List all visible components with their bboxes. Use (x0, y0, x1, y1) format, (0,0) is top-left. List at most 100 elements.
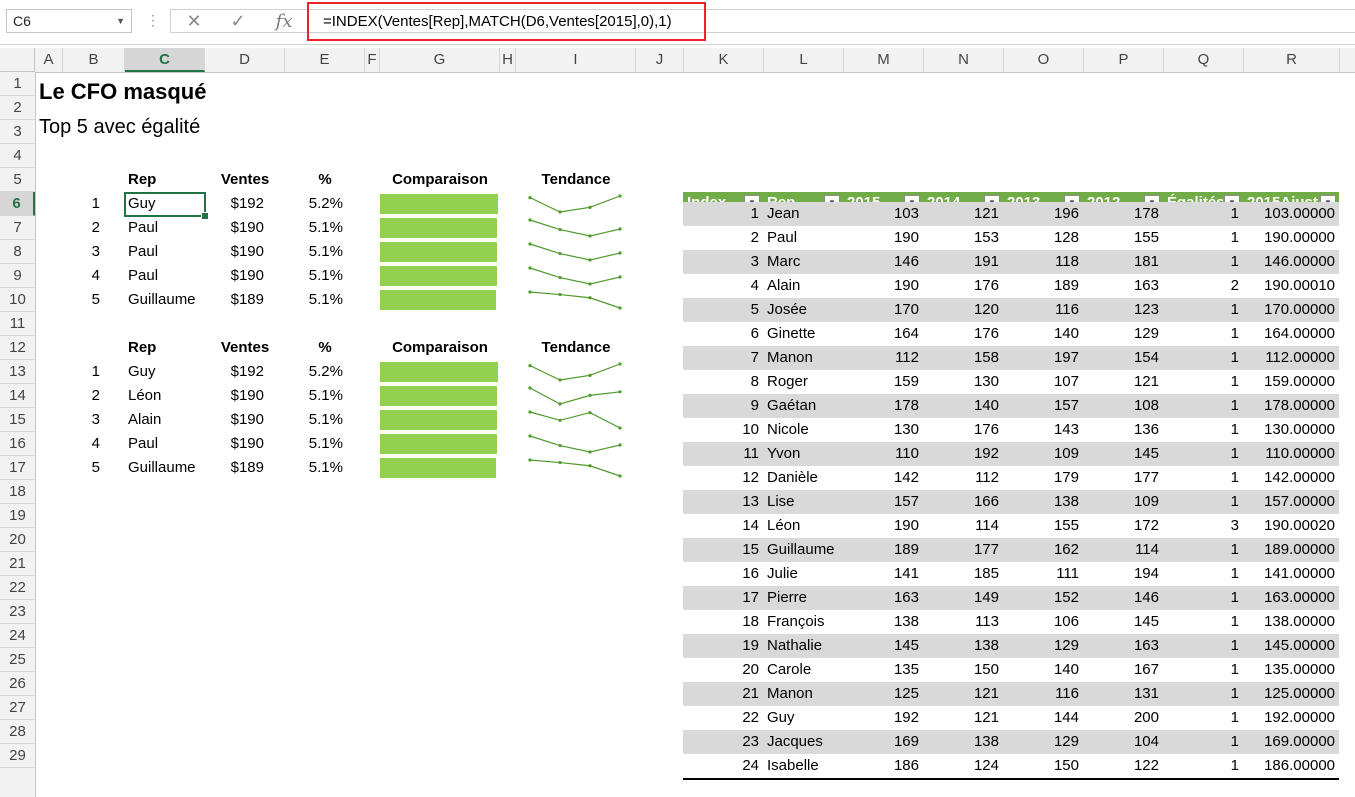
table-cell[interactable]: 123 (1133, 301, 1159, 318)
table-cell[interactable]: 121 (973, 685, 999, 702)
table-cell[interactable]: 1 (1230, 421, 1239, 438)
table-cell[interactable]: 107 (1053, 373, 1079, 390)
table-cell[interactable]: 108 (1133, 397, 1159, 414)
table-row[interactable]: 16 Julie 141 185 111 194 1 141.00000 (683, 562, 1339, 586)
table-cell[interactable]: 153 (973, 229, 999, 246)
table-cell[interactable]: 140 (973, 397, 999, 414)
table-row[interactable]: 22 Guy 192 121 144 200 1 192.00000 (683, 706, 1339, 730)
ventes-cell[interactable]: $192 (230, 195, 264, 212)
table-cell[interactable]: Alain (767, 277, 801, 294)
table-cell[interactable]: Manon (767, 685, 813, 702)
ventes-cell[interactable]: $189 (230, 459, 264, 476)
rank-cell[interactable]: 2 (91, 219, 100, 236)
table-cell[interactable]: 109 (1133, 493, 1159, 510)
row-header-24[interactable]: 24 (0, 624, 35, 648)
pct-cell[interactable]: 5.2% (308, 195, 343, 212)
table-cell[interactable]: 5 (750, 301, 759, 318)
table-row[interactable]: 12 Danièle 142 112 179 177 1 142.00000 (683, 466, 1339, 490)
table-cell[interactable]: 15 (742, 541, 759, 558)
table-cell[interactable]: 1 (1230, 493, 1239, 510)
rank-cell[interactable]: 3 (91, 243, 100, 260)
table-cell[interactable]: 138 (973, 733, 999, 750)
pct-cell[interactable]: 5.1% (308, 435, 343, 452)
table-cell[interactable]: 200 (1133, 709, 1159, 726)
table-cell[interactable]: 1 (1230, 325, 1239, 342)
table-cell[interactable]: 150 (973, 661, 999, 678)
row-header-19[interactable]: 19 (0, 504, 35, 528)
column-header-b[interactable]: B (63, 48, 125, 72)
ventes-cell[interactable]: $190 (230, 219, 264, 236)
table-cell[interactable]: 6 (750, 325, 759, 342)
table-cell[interactable]: 130 (973, 373, 999, 390)
row-header-1[interactable]: 1 (0, 72, 35, 96)
table-cell[interactable]: 164 (893, 325, 919, 342)
table-cell[interactable]: 190.00010 (1264, 277, 1335, 294)
table-cell[interactable]: 159 (893, 373, 919, 390)
rep-cell[interactable]: Guillaume (128, 291, 196, 308)
table-cell[interactable]: Guillaume (767, 541, 835, 558)
pct-cell[interactable]: 5.2% (308, 363, 343, 380)
table-cell[interactable]: 145 (893, 637, 919, 654)
table-cell[interactable]: 141 (893, 565, 919, 582)
table-cell[interactable]: 1 (1230, 469, 1239, 486)
row-header-21[interactable]: 21 (0, 552, 35, 576)
rank-cell[interactable]: 4 (91, 435, 100, 452)
table-cell[interactable]: Julie (767, 565, 798, 582)
table-cell[interactable]: 1 (1230, 373, 1239, 390)
table-cell[interactable]: 163 (1133, 637, 1159, 654)
select-all-corner[interactable] (0, 48, 35, 72)
table-cell[interactable]: 146 (893, 253, 919, 270)
table-cell[interactable]: 114 (1135, 541, 1159, 558)
table-row[interactable]: 15 Guillaume 189 177 162 114 1 189.00000 (683, 538, 1339, 562)
table-cell[interactable]: 146 (1133, 589, 1159, 606)
table-cell[interactable]: 163.00000 (1264, 589, 1335, 606)
table-cell[interactable]: 194 (1133, 565, 1159, 582)
table-cell[interactable]: 1 (1230, 613, 1239, 630)
row-header-17[interactable]: 17 (0, 456, 35, 480)
table-cell[interactable]: 149 (973, 589, 999, 606)
table-cell[interactable]: 24 (742, 757, 759, 774)
column-header-q[interactable]: Q (1164, 48, 1244, 72)
table-cell[interactable]: 116 (1055, 301, 1079, 318)
column-header-o[interactable]: O (1004, 48, 1084, 72)
table-cell[interactable]: 179 (1053, 469, 1079, 486)
table-cell[interactable]: 125.00000 (1264, 685, 1335, 702)
ventes-cell[interactable]: $189 (230, 291, 264, 308)
table-cell[interactable]: 113 (975, 613, 999, 630)
rank-cell[interactable]: 1 (91, 195, 100, 212)
column-header-d[interactable]: D (205, 48, 285, 72)
table-cell[interactable]: 177 (1133, 469, 1159, 486)
row-header-14[interactable]: 14 (0, 384, 35, 408)
row-header-13[interactable]: 13 (0, 360, 35, 384)
table-cell[interactable]: Yvon (767, 445, 801, 462)
table-cell[interactable]: 178 (1133, 205, 1159, 222)
table-cell[interactable]: 1 (1230, 685, 1239, 702)
table-cell[interactable]: 1 (1230, 301, 1239, 318)
table-cell[interactable]: 3 (1230, 517, 1239, 534)
rep-cell[interactable]: Paul (128, 243, 159, 260)
table-row[interactable]: 17 Pierre 163 149 152 146 1 163.00000 (683, 586, 1339, 610)
table-cell[interactable]: 190.00000 (1264, 229, 1335, 246)
table-cell[interactable]: 104 (1133, 733, 1159, 750)
table-cell[interactable]: 145 (1133, 613, 1159, 630)
row-header-27[interactable]: 27 (0, 696, 35, 720)
table-cell[interactable]: 23 (742, 733, 759, 750)
row-header-20[interactable]: 20 (0, 528, 35, 552)
table-cell[interactable]: 142.00000 (1264, 469, 1335, 486)
table-row[interactable]: 4 Alain 190 176 189 163 2 190.00010 (683, 274, 1339, 298)
table-cell[interactable]: Léon (767, 517, 801, 534)
table-cell[interactable]: 17 (742, 589, 759, 606)
row-header-28[interactable]: 28 (0, 720, 35, 744)
table-cell[interactable]: 2 (750, 229, 759, 246)
table-cell[interactable]: 190 (893, 277, 919, 294)
table-cell[interactable]: 169.00000 (1264, 733, 1335, 750)
table-cell[interactable]: 135 (893, 661, 919, 678)
name-box[interactable]: C6 ▼ (6, 9, 132, 33)
table-row[interactable]: 2 Paul 190 153 128 155 1 190.00000 (683, 226, 1339, 250)
table-cell[interactable]: 118 (1055, 253, 1079, 270)
row-header-3[interactable]: 3 (0, 120, 35, 144)
row-header-23[interactable]: 23 (0, 600, 35, 624)
table-cell[interactable]: Carole (767, 661, 812, 678)
table-cell[interactable]: 172 (1133, 517, 1159, 534)
table-cell[interactable]: 112 (895, 349, 919, 366)
